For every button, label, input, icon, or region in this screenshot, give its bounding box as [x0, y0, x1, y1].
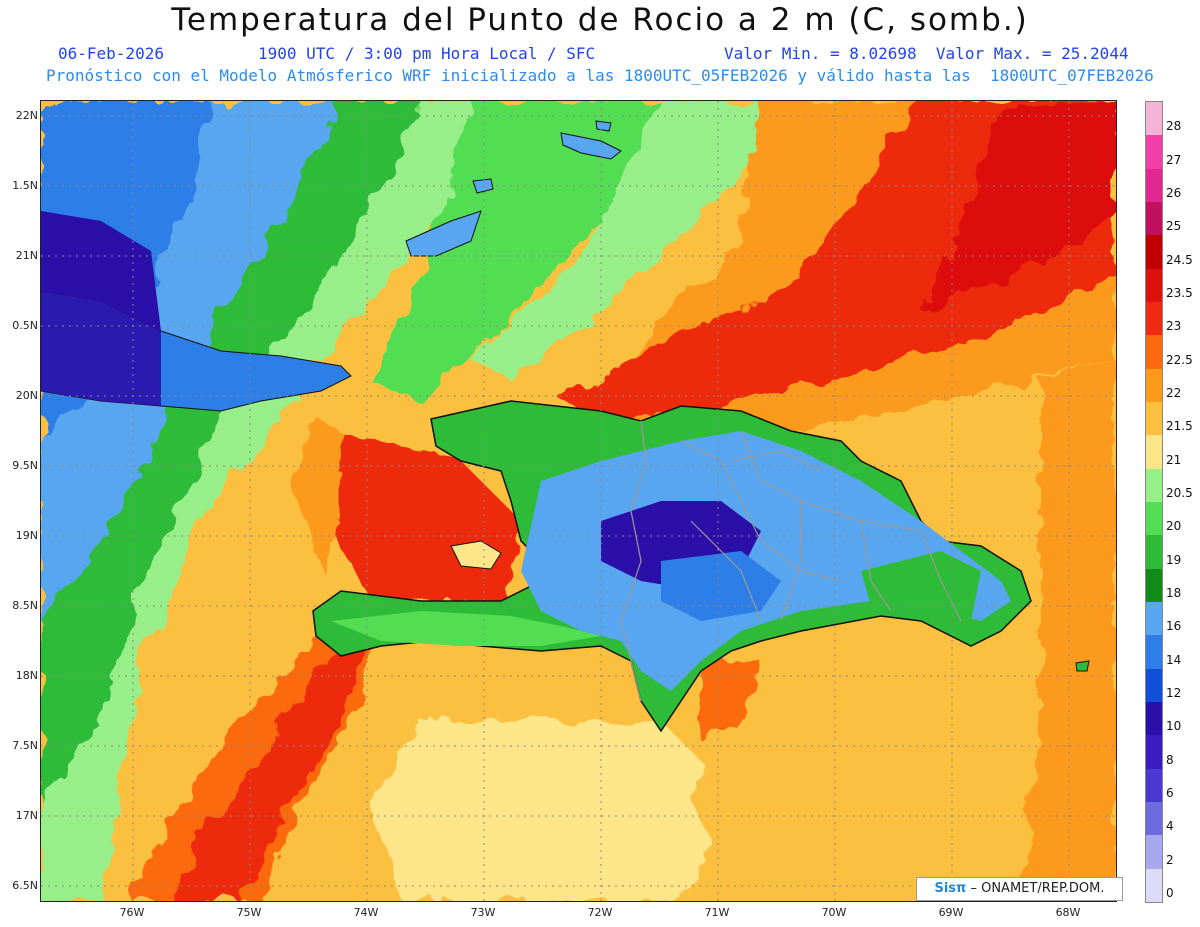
- colorbar-swatch: [1146, 868, 1162, 902]
- colorbar-swatch: [1146, 435, 1162, 469]
- colorbar-label: 19: [1166, 552, 1182, 567]
- colorbar-label: 20: [1166, 519, 1182, 534]
- colorbar-label: 18: [1166, 586, 1182, 600]
- map-field: [41, 101, 1116, 901]
- colorbar-label: 22.5: [1166, 352, 1193, 367]
- lon-label: 73W: [470, 906, 496, 919]
- colorbar-label: 6: [1166, 786, 1174, 800]
- lat-label: 7.5N: [12, 739, 38, 752]
- colorbar-swatch: [1146, 668, 1162, 702]
- credit-box: Sisπ – ONAMET/REP.DOM.: [916, 877, 1123, 901]
- valid-date: 06-Feb-2026: [58, 44, 164, 63]
- colorbar-label: 22: [1166, 386, 1182, 400]
- colorbar-swatch: [1146, 301, 1162, 336]
- min-max-values: Valor Min. = 8.02698 Valor Max. = 25.204…: [724, 44, 1129, 63]
- lat-label: 17N: [15, 809, 38, 822]
- colorbar-swatch: [1146, 168, 1162, 202]
- colorbar: [1145, 101, 1163, 903]
- colorbar-label: 28: [1166, 119, 1182, 134]
- lat-label: 22N: [15, 109, 38, 122]
- lon-label: 69W: [938, 906, 964, 919]
- colorbar-swatch: [1146, 568, 1162, 602]
- colorbar-label: 21.5: [1166, 419, 1193, 434]
- colorbar-swatch: [1146, 235, 1162, 269]
- lat-label: 21N: [15, 249, 38, 262]
- colorbar-swatch: [1146, 635, 1162, 669]
- cuba-landmass: [41, 211, 352, 412]
- lon-label: 75W: [236, 906, 262, 919]
- colorbar-label: 20.5: [1166, 486, 1193, 500]
- colorbar-swatch: [1146, 135, 1162, 169]
- lat-label: 1.5N: [12, 179, 38, 192]
- lon-label: 76W: [119, 906, 145, 919]
- map-title: Temperatura del Punto de Rocio a 2 m (C,…: [171, 2, 1029, 38]
- colorbar-label: 21: [1166, 452, 1182, 467]
- colorbar-label: 4: [1166, 819, 1174, 834]
- colorbar-swatch: [1146, 468, 1162, 502]
- colorbar-swatch: [1146, 835, 1162, 869]
- colorbar-swatch: [1146, 735, 1162, 769]
- colorbar-swatch: [1146, 501, 1162, 536]
- lat-label: 18N: [15, 669, 38, 682]
- lon-label: 68W: [1055, 906, 1081, 919]
- lon-label: 72W: [587, 906, 613, 919]
- sispi-logo: Sisπ: [934, 881, 967, 896]
- credit-org: – ONAMET/REP.DOM.: [970, 881, 1105, 896]
- lon-label: 70W: [821, 906, 847, 919]
- colorbar-label: 0: [1166, 886, 1174, 900]
- colorbar-swatch: [1146, 201, 1162, 236]
- colorbar-swatch: [1146, 801, 1162, 836]
- colorbar-label: 16: [1166, 619, 1182, 634]
- colorbar-label: 23: [1166, 319, 1182, 334]
- colorbar-label: 2: [1166, 852, 1174, 867]
- colorbar-swatch: [1146, 768, 1162, 802]
- colorbar-label: 26: [1166, 186, 1182, 200]
- colorbar-label: 10: [1166, 719, 1182, 734]
- colorbar-swatch: [1146, 601, 1162, 636]
- lat-label: 6.5N: [12, 879, 38, 892]
- colorbar-swatch: [1146, 401, 1162, 436]
- colorbar-label: 14: [1166, 652, 1182, 667]
- colorbar-swatch: [1146, 535, 1162, 569]
- colorbar-label: 24.5: [1166, 252, 1193, 267]
- lat-label: 8.5N: [12, 599, 38, 612]
- lat-label: 20N: [15, 389, 38, 402]
- colorbar-label: 23.5: [1166, 286, 1193, 300]
- colorbar-swatch: [1146, 102, 1162, 136]
- colorbar-swatch: [1146, 701, 1162, 736]
- valid-time: 1900 UTC / 3:00 pm Hora Local / SFC: [258, 44, 596, 63]
- colorbar-swatch: [1146, 368, 1162, 402]
- model-info: Pronóstico con el Modelo Atmósferico WRF…: [46, 66, 1154, 85]
- colorbar-swatch: [1146, 268, 1162, 302]
- graticule: [41, 101, 1116, 901]
- colorbar-label: 27: [1166, 152, 1182, 167]
- lat-label: 0.5N: [12, 319, 38, 332]
- lat-label: 19N: [15, 529, 38, 542]
- inagua-island: [405, 210, 482, 257]
- colorbar-swatch: [1146, 335, 1162, 369]
- lat-label: 9.5N: [12, 459, 38, 472]
- colorbar-label: 25: [1166, 219, 1182, 234]
- lon-label: 71W: [704, 906, 730, 919]
- colorbar-label: 12: [1166, 686, 1182, 700]
- colorbar-label: 8: [1166, 752, 1174, 767]
- dewpoint-map: [40, 100, 1117, 902]
- lon-label: 74W: [353, 906, 379, 919]
